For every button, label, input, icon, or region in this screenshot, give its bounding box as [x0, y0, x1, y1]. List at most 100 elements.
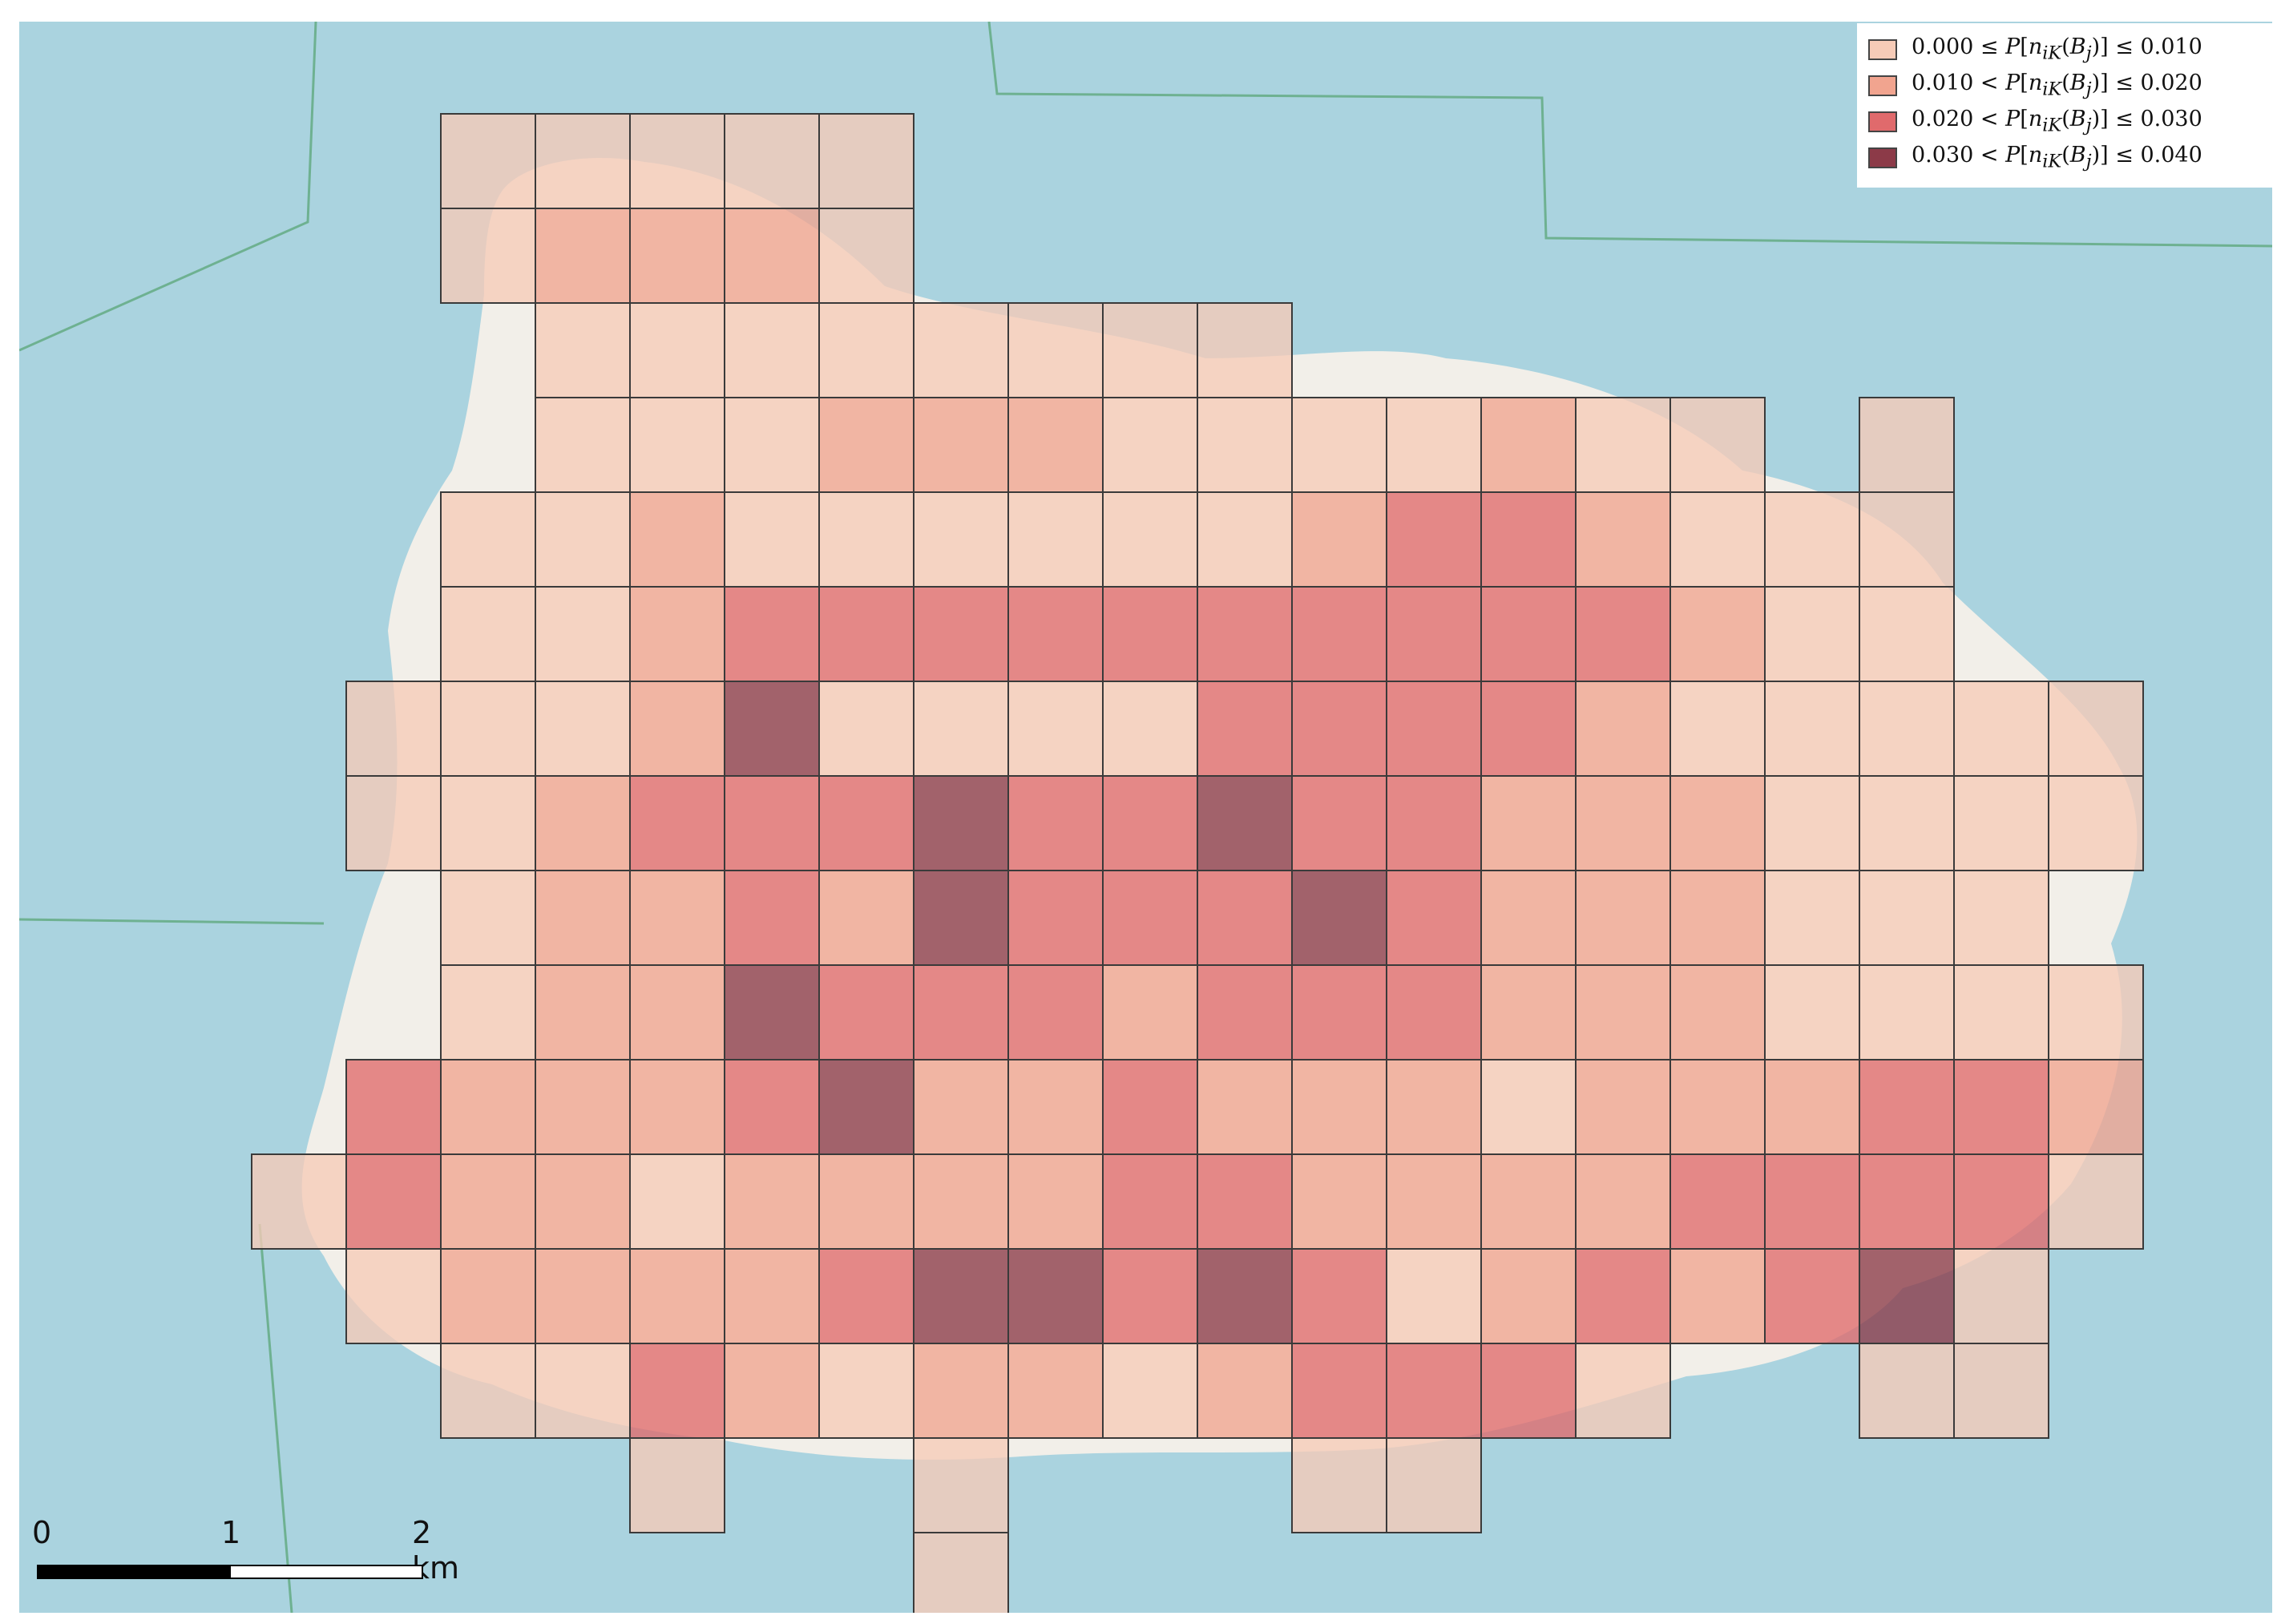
- grid-cell-r6-c4: [629, 681, 725, 777]
- maritime-boundary-line-2: [987, 22, 2272, 248]
- grid-cell-r5-c2: [440, 586, 536, 682]
- grid-cell-r10-c11: [1291, 1059, 1387, 1155]
- grid-cell-r6-c10: [1197, 681, 1293, 777]
- grid-cell-r5-c9: [1102, 586, 1198, 682]
- grid-cell-r12-c17: [1859, 1248, 1955, 1344]
- legend-swatch-class-2: [1868, 75, 1897, 96]
- grid-cell-r8-c15: [1669, 870, 1766, 966]
- map-canvas[interactable]: [19, 22, 2272, 1613]
- grid-cell-r4-c14: [1575, 491, 1671, 588]
- grid-cell-r10-c1: [345, 1059, 442, 1155]
- scale-bar-black-segment: [37, 1565, 231, 1579]
- grid-cell-r4-c17: [1859, 491, 1955, 588]
- grid-cell-r12-c7: [913, 1248, 1009, 1344]
- grid-cell-r10-c15: [1669, 1059, 1766, 1155]
- grid-cell-r1-c3: [535, 208, 631, 304]
- grid-cell-r8-c2: [440, 870, 536, 966]
- grid-cell-r8-c7: [913, 870, 1009, 966]
- grid-cell-r6-c9: [1102, 681, 1198, 777]
- grid-cell-r5-c16: [1764, 586, 1860, 682]
- grid-cell-r6-c6: [818, 681, 914, 777]
- grid-cell-r7-c15: [1669, 775, 1766, 871]
- grid-cell-r7-c18: [1953, 775, 2049, 871]
- grid-cell-r9-c11: [1291, 964, 1387, 1060]
- legend-label-class-3-suffix: ≤ 0.030: [2108, 107, 2202, 132]
- grid-cell-r9-c14: [1575, 964, 1671, 1060]
- grid-cell-r6-c8: [1007, 681, 1104, 777]
- legend-item-class-4: 0.030 < P[niK(Bj)] ≤ 0.040: [1868, 139, 2266, 176]
- grid-cell-r6-c1: [345, 681, 442, 777]
- legend-swatch-class-1: [1868, 38, 1897, 60]
- grid-cell-r7-c17: [1859, 775, 1955, 871]
- grid-cell-r3-c3: [535, 397, 631, 493]
- grid-cell-r3-c4: [629, 397, 725, 493]
- grid-cell-r3-c12: [1386, 397, 1482, 493]
- grid-cell-r8-c13: [1480, 870, 1577, 966]
- grid-cell-r9-c2: [440, 964, 536, 1060]
- legend-label-class-3-prefix: 0.020 <: [1912, 107, 2006, 132]
- grid-cell-r11-c6: [818, 1153, 914, 1250]
- grid-cell-r12-c3: [535, 1248, 631, 1344]
- grid-cell-r3-c13: [1480, 397, 1577, 493]
- grid-cell-r6-c14: [1575, 681, 1671, 777]
- grid-cell-r8-c11: [1291, 870, 1387, 966]
- legend-label-class-1-prefix: 0.000 ≤: [1912, 34, 2006, 60]
- grid-cell-r13-c6: [818, 1343, 914, 1439]
- grid-cell-r13-c4: [629, 1343, 725, 1439]
- grid-cell-r10-c7: [913, 1059, 1009, 1155]
- grid-cell-r4-c16: [1764, 491, 1860, 588]
- grid-cell-r2-c3: [535, 302, 631, 398]
- grid-cell-r10-c3: [535, 1059, 631, 1155]
- grid-cell-r2-c10: [1197, 302, 1293, 398]
- grid-cell-r2-c9: [1102, 302, 1198, 398]
- grid-cell-r0-c4: [629, 113, 725, 209]
- grid-cell-r13-c2: [440, 1343, 536, 1439]
- grid-cell-r4-c9: [1102, 491, 1198, 588]
- grid-cell-r9-c15: [1669, 964, 1766, 1060]
- grid-cell-r9-c19: [2048, 964, 2144, 1060]
- probability-grid: [251, 113, 2144, 1613]
- grid-cell-r7-c9: [1102, 775, 1198, 871]
- grid-cell-r9-c8: [1007, 964, 1104, 1060]
- grid-cell-r8-c3: [535, 870, 631, 966]
- grid-cell-r11-c13: [1480, 1153, 1577, 1250]
- scale-tick-2: 2 km: [412, 1515, 460, 1586]
- grid-cell-r4-c6: [818, 491, 914, 588]
- grid-cell-r12-c8: [1007, 1248, 1104, 1344]
- grid-cell-r3-c11: [1291, 397, 1387, 493]
- grid-cell-r3-c6: [818, 397, 914, 493]
- grid-cell-r4-c13: [1480, 491, 1577, 588]
- grid-cell-r13-c10: [1197, 1343, 1293, 1439]
- grid-cell-r3-c15: [1669, 397, 1766, 493]
- grid-cell-r13-c12: [1386, 1343, 1482, 1439]
- grid-cell-r7-c7: [913, 775, 1009, 871]
- grid-cell-r1-c6: [818, 208, 914, 304]
- grid-cell-r12-c1: [345, 1248, 442, 1344]
- scale-bar: 0 1 2 km: [24, 1515, 459, 1587]
- grid-cell-r11-c14: [1575, 1153, 1671, 1250]
- grid-cell-r7-c3: [535, 775, 631, 871]
- grid-cell-r7-c8: [1007, 775, 1104, 871]
- grid-cell-r10-c10: [1197, 1059, 1293, 1155]
- grid-cell-r9-c10: [1197, 964, 1293, 1060]
- grid-cell-r0-c3: [535, 113, 631, 209]
- grid-cell-r10-c2: [440, 1059, 536, 1155]
- grid-cell-r5-c15: [1669, 586, 1766, 682]
- grid-cell-r2-c7: [913, 302, 1009, 398]
- grid-cell-r13-c5: [724, 1343, 820, 1439]
- grid-cell-r13-c11: [1291, 1343, 1387, 1439]
- grid-cell-r13-c14: [1575, 1343, 1671, 1439]
- grid-cell-r10-c13: [1480, 1059, 1577, 1155]
- legend-item-class-3: 0.020 < P[niK(Bj)] ≤ 0.030: [1868, 103, 2266, 139]
- grid-cell-r8-c18: [1953, 870, 2049, 966]
- grid-cell-r6-c16: [1764, 681, 1860, 777]
- legend-label-class-2-prefix: 0.010 <: [1912, 71, 2006, 96]
- maritime-boundary-line: [19, 22, 317, 352]
- grid-cell-r12-c5: [724, 1248, 820, 1344]
- grid-cell-r10-c8: [1007, 1059, 1104, 1155]
- grid-cell-r8-c9: [1102, 870, 1198, 966]
- grid-cell-r11-c9: [1102, 1153, 1198, 1250]
- grid-cell-r12-c4: [629, 1248, 725, 1344]
- map-frame[interactable]: [19, 22, 2272, 1613]
- grid-cell-r4-c7: [913, 491, 1009, 588]
